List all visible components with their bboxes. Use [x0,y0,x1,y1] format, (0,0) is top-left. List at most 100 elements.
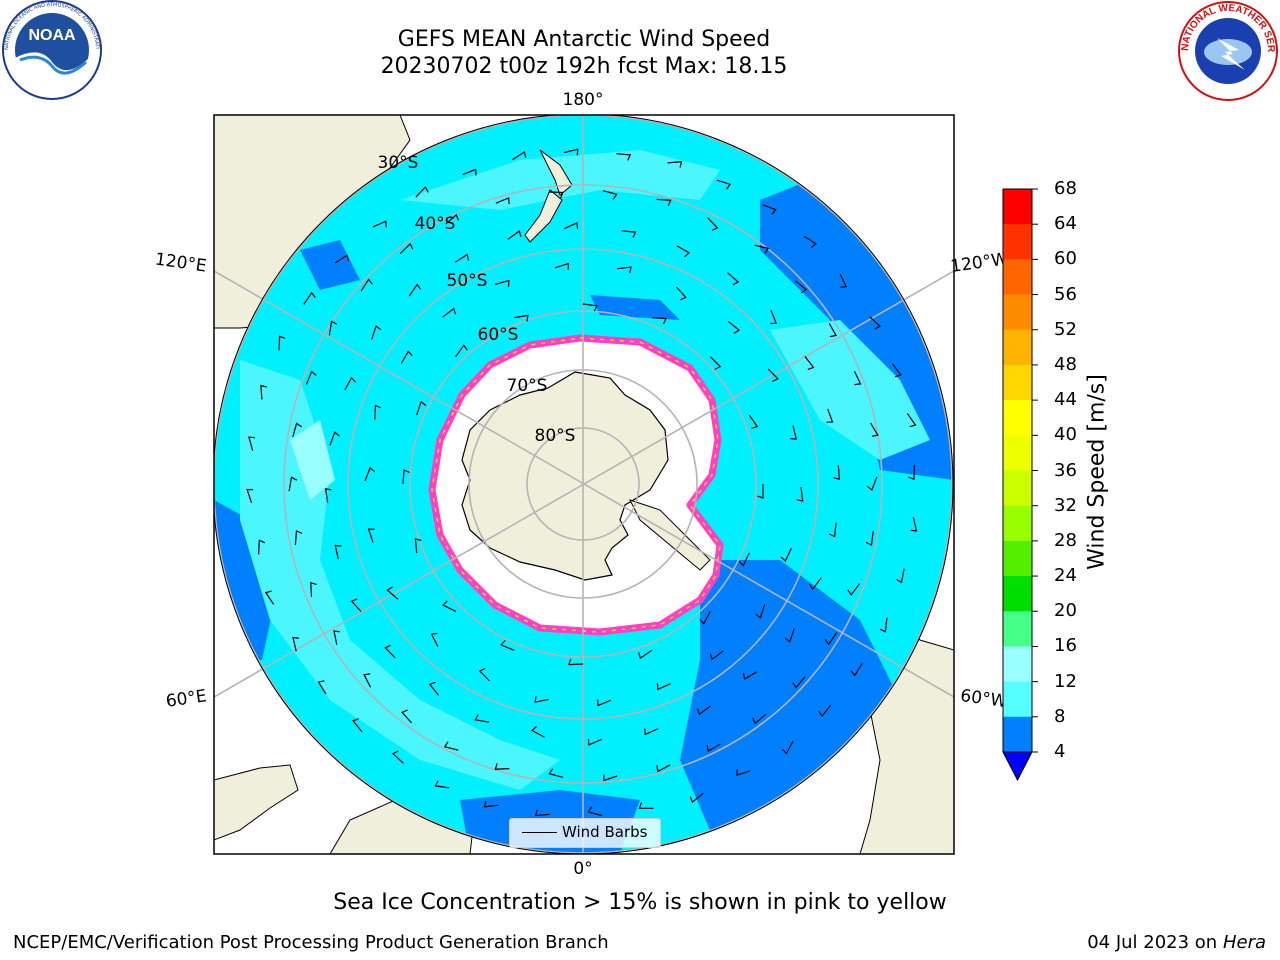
colorbar-segment [1003,364,1032,401]
wind-barb [495,197,510,205]
new-zealand-land [524,149,573,243]
lon-label-0: 0° [573,859,592,879]
wind-barbs [246,148,918,817]
wind-barb [667,161,683,168]
wind-barb [371,325,382,340]
noaa-logo-text: NOAA [28,27,76,44]
wind-barb [582,303,598,312]
wind-barb [833,465,841,480]
wind-barb [879,617,888,633]
wind-barb [676,245,691,258]
colorbar-tick-label: 40 [1054,424,1077,446]
wind-barb [334,254,350,264]
wind-barb [891,363,902,378]
wind-barb [334,544,342,560]
wind-barb [350,598,362,613]
lat-label-40s: 40°S [415,214,456,234]
colorbar-tick-label: 48 [1054,353,1077,375]
wind-barb [367,528,375,543]
colorbar-tick-label: 32 [1054,494,1077,516]
colorbar-tick-label: 36 [1054,459,1077,481]
wind-barb [399,242,414,255]
wind-barb [767,368,779,382]
wind-barb [762,204,777,215]
wind-barb [853,370,862,386]
wind-barb [512,151,527,161]
wind-barb [384,644,396,659]
wind-barb [305,370,317,385]
wind-barb [828,522,837,538]
colorbar-title: Wind Speed [m/s] [1084,374,1110,570]
wind-barb [442,307,457,318]
wind-barb [260,384,267,400]
colorbar-segment [1003,400,1032,436]
colorbar-segment [1003,576,1032,612]
wind-barb [869,316,882,330]
wind-barb [292,636,299,652]
wind-barb [531,725,545,738]
wind-barb [430,632,439,647]
wind-barb [742,671,758,680]
wind-barb [824,632,838,646]
africa-land [214,764,299,841]
wind-barb [865,531,874,546]
wind-barb [727,320,741,334]
wind-barb [483,800,499,808]
wind-barb [638,649,653,660]
wind-barb [870,422,879,437]
wind-barb [495,279,510,287]
colorbar-segment [1003,505,1032,542]
legend-label: Wind Barbs [562,823,648,841]
colorbar-segment [1003,294,1032,331]
colorbar-segment [1003,329,1032,366]
wind-barb [548,768,564,778]
wind-barb [716,179,732,190]
wind-barb [416,400,427,416]
wind-barb [839,273,848,288]
wind-barb [246,488,254,503]
wind-barb [757,483,764,499]
map-legend: Wind Barbs [509,818,661,848]
wind-barb [706,743,721,753]
wind-barb [364,466,376,482]
wind-barb [328,320,338,336]
wind-barb [866,476,878,491]
wind-barb [784,628,795,643]
lat-label-30s: 30°S [378,153,419,173]
wind-barb [564,148,579,156]
wind-barb [804,356,815,370]
lat-label-50s: 50°S [447,271,488,291]
wind-barb [651,317,667,325]
colorbar-extend-triangle [1002,751,1033,782]
lon-label-120e: 120°E [154,250,208,277]
wind-barb [818,704,832,718]
wind-barb [401,709,412,724]
wind-barb [689,792,704,804]
colorbar-segment [1003,646,1032,683]
wind-barb [828,323,837,338]
wind-barb [587,806,602,817]
wind-barb [352,718,363,733]
wind-barb [317,680,327,695]
wind-barb [445,213,460,225]
wind-barb [329,431,340,446]
wind-barb [386,586,399,600]
colorbar-tick-label: 68 [1054,178,1077,199]
wind-barb [727,272,740,286]
lon-label-180: 180° [563,90,604,110]
colorbar-tick-label: 12 [1054,670,1077,692]
wind-barb [906,413,917,428]
wind-barb [707,217,719,231]
wind-barb [754,244,770,254]
wind-barb [408,283,422,297]
colorbar-segment [1003,681,1032,718]
colorbar-tick-label: 28 [1054,529,1077,551]
wind-barb [808,577,822,591]
wind-barb [374,404,382,420]
wind-barb [795,280,808,294]
colorbar-tick-label: 60 [1054,248,1077,270]
wind-barb [402,469,410,485]
colorbar-segment [1003,435,1032,471]
wind-barb [554,262,570,270]
